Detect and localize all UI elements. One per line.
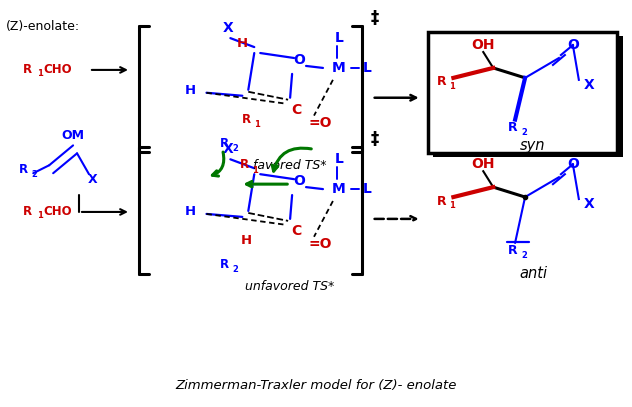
Text: 2: 2 (233, 144, 238, 153)
Bar (434, 36, 623, 158)
Text: =O: =O (308, 237, 332, 251)
Text: R: R (242, 113, 251, 126)
Text: R: R (240, 158, 249, 171)
Text: 1: 1 (37, 211, 43, 221)
Text: 1: 1 (449, 82, 455, 91)
Text: R: R (23, 63, 32, 77)
Text: H: H (241, 234, 252, 247)
Text: 1: 1 (252, 166, 258, 175)
Text: syn: syn (520, 138, 546, 153)
Text: L: L (334, 152, 343, 166)
Text: X: X (583, 197, 594, 211)
Text: L: L (362, 182, 371, 196)
Text: R: R (437, 195, 446, 208)
Text: R: R (508, 121, 518, 134)
Text: X: X (583, 78, 594, 92)
Text: X: X (223, 21, 234, 35)
Text: 2: 2 (521, 251, 527, 260)
Text: favored TS*: favored TS* (253, 159, 327, 172)
Text: O: O (567, 38, 579, 52)
Text: L: L (362, 61, 371, 75)
Text: H: H (185, 84, 196, 97)
Text: C: C (291, 224, 301, 238)
Text: R: R (220, 137, 229, 150)
Text: OM: OM (61, 129, 85, 142)
Text: CHO: CHO (43, 206, 72, 219)
Text: X: X (223, 142, 234, 156)
Text: C: C (291, 103, 301, 117)
Text: 1: 1 (254, 120, 260, 129)
Text: 2: 2 (521, 128, 527, 137)
Text: X: X (88, 173, 98, 186)
Text: CHO: CHO (43, 63, 72, 77)
Text: M: M (332, 182, 346, 196)
Text: anti: anti (519, 266, 547, 281)
Text: O: O (293, 53, 305, 67)
Text: ‡: ‡ (370, 130, 379, 149)
Text: L: L (334, 31, 343, 45)
Text: (Z)-enolate:: (Z)-enolate: (6, 20, 80, 33)
Text: R: R (23, 206, 32, 219)
Text: OH: OH (471, 38, 495, 52)
Text: R: R (437, 75, 446, 88)
Text: R: R (19, 163, 28, 176)
Text: 2: 2 (32, 170, 37, 179)
Text: =O: =O (308, 116, 332, 129)
Text: O: O (567, 157, 579, 171)
Text: unfavored TS*: unfavored TS* (245, 280, 335, 293)
Bar (427, 32, 617, 153)
Text: H: H (185, 206, 196, 219)
Text: ‡: ‡ (370, 9, 379, 27)
Text: H: H (237, 37, 248, 50)
Text: O: O (293, 174, 305, 188)
Text: M: M (332, 61, 346, 75)
Text: 1: 1 (449, 201, 455, 210)
Text: Zimmerman-Traxler model for (Z)- enolate: Zimmerman-Traxler model for (Z)- enolate (175, 379, 457, 392)
Text: 1: 1 (37, 69, 43, 79)
Text: R: R (508, 244, 518, 257)
Text: R: R (220, 258, 229, 271)
Text: OH: OH (471, 157, 495, 171)
Text: 2: 2 (233, 265, 238, 274)
